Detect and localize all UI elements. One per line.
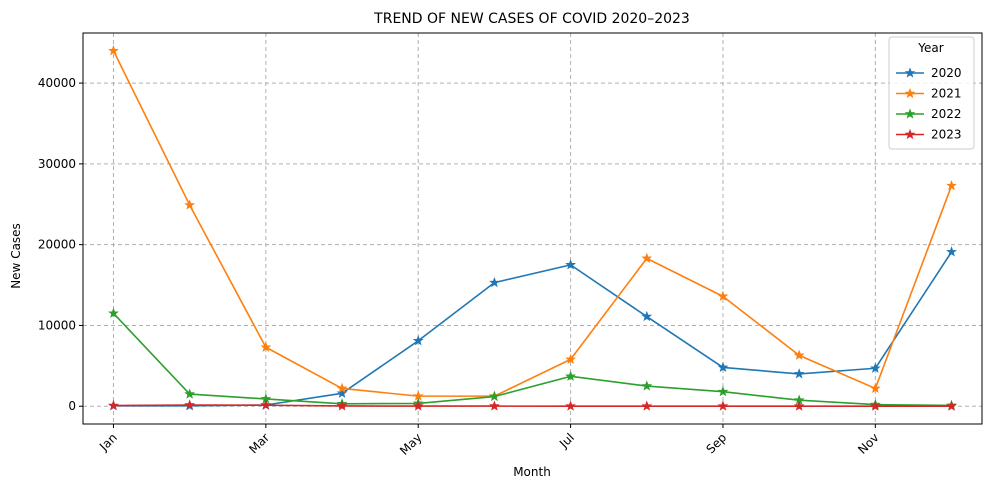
data-point-2023 xyxy=(260,399,272,410)
legend-item-2022: 2022 xyxy=(896,107,962,121)
data-point-2021 xyxy=(869,382,881,394)
data-point-2022 xyxy=(565,370,576,381)
legend-title: Year xyxy=(917,41,943,55)
plot-series xyxy=(108,45,957,411)
data-point-2021 xyxy=(108,45,119,56)
legend-marker xyxy=(904,108,916,119)
data-point-2023 xyxy=(565,400,576,411)
data-point-2023 xyxy=(717,400,729,411)
data-point-2021 xyxy=(717,290,729,301)
y-axis-ticks: 0 10000 20000 30000 40000 xyxy=(38,76,83,413)
data-point-2020 xyxy=(641,310,653,322)
data-point-2023 xyxy=(946,400,957,411)
data-point-2021 xyxy=(260,341,272,352)
series-line-2021 xyxy=(112,50,953,397)
y-tick-label: 20000 xyxy=(38,238,76,252)
legend-label: 2020 xyxy=(931,66,962,80)
x-axis-label: Month xyxy=(513,465,551,479)
data-point-2023 xyxy=(108,399,119,411)
legend-item-2023: 2023 xyxy=(896,128,962,142)
legend-box xyxy=(888,36,975,150)
data-point-2021 xyxy=(793,349,805,360)
data-point-2020 xyxy=(869,362,881,373)
data-point-2023 xyxy=(184,399,196,410)
legend-label: 2022 xyxy=(931,107,962,121)
data-point-2023 xyxy=(489,400,500,411)
data-point-2021 xyxy=(946,180,957,191)
legend-label: 2023 xyxy=(931,128,962,142)
data-point-2020 xyxy=(793,368,805,379)
plot-frame xyxy=(82,32,983,425)
data-point-2020 xyxy=(717,361,729,373)
data-point-2020 xyxy=(489,276,500,288)
data-point-2023 xyxy=(336,400,348,411)
data-point-2022 xyxy=(108,307,119,318)
legend-item-2021: 2021 xyxy=(896,87,962,101)
data-point-2020 xyxy=(946,246,957,257)
legend-marker xyxy=(904,128,916,140)
series-line-2023 xyxy=(113,404,952,407)
data-point-2021 xyxy=(565,353,576,364)
data-point-2020 xyxy=(336,387,348,398)
legend-label: 2021 xyxy=(931,87,962,101)
data-point-2023 xyxy=(641,400,653,411)
chart-title: TREND OF NEW CASES OF COVID 2020–2023 xyxy=(373,11,690,27)
series-2023 xyxy=(108,399,957,411)
data-point-2021 xyxy=(641,252,653,263)
y-tick-label: 0 xyxy=(68,399,76,413)
data-point-2020 xyxy=(565,259,576,270)
y-tick-label: 30000 xyxy=(38,157,76,171)
legend-item-2020: 2020 xyxy=(896,66,962,80)
data-point-2021 xyxy=(184,199,196,210)
legend: Year 2020 2021 2022 2023 xyxy=(888,36,975,150)
data-point-2023 xyxy=(793,400,805,411)
series-line-2022 xyxy=(112,312,952,407)
legend-marker xyxy=(904,87,916,99)
data-point-2021 xyxy=(336,382,348,394)
data-point-2020 xyxy=(412,335,424,346)
data-point-2022 xyxy=(489,390,500,402)
y-tick-label: 40000 xyxy=(38,76,76,90)
data-point-2022 xyxy=(641,380,653,391)
data-point-2022 xyxy=(717,386,729,397)
legend-marker xyxy=(904,67,916,78)
legend-items: 2020 2021 2022 2023 xyxy=(896,66,962,142)
data-point-2023 xyxy=(412,400,424,411)
y-tick-label: 10000 xyxy=(38,318,76,332)
data-point-2023 xyxy=(869,400,881,411)
series-2021 xyxy=(108,45,957,401)
data-point-2022 xyxy=(184,388,196,399)
y-axis-label: New Cases xyxy=(9,223,23,289)
